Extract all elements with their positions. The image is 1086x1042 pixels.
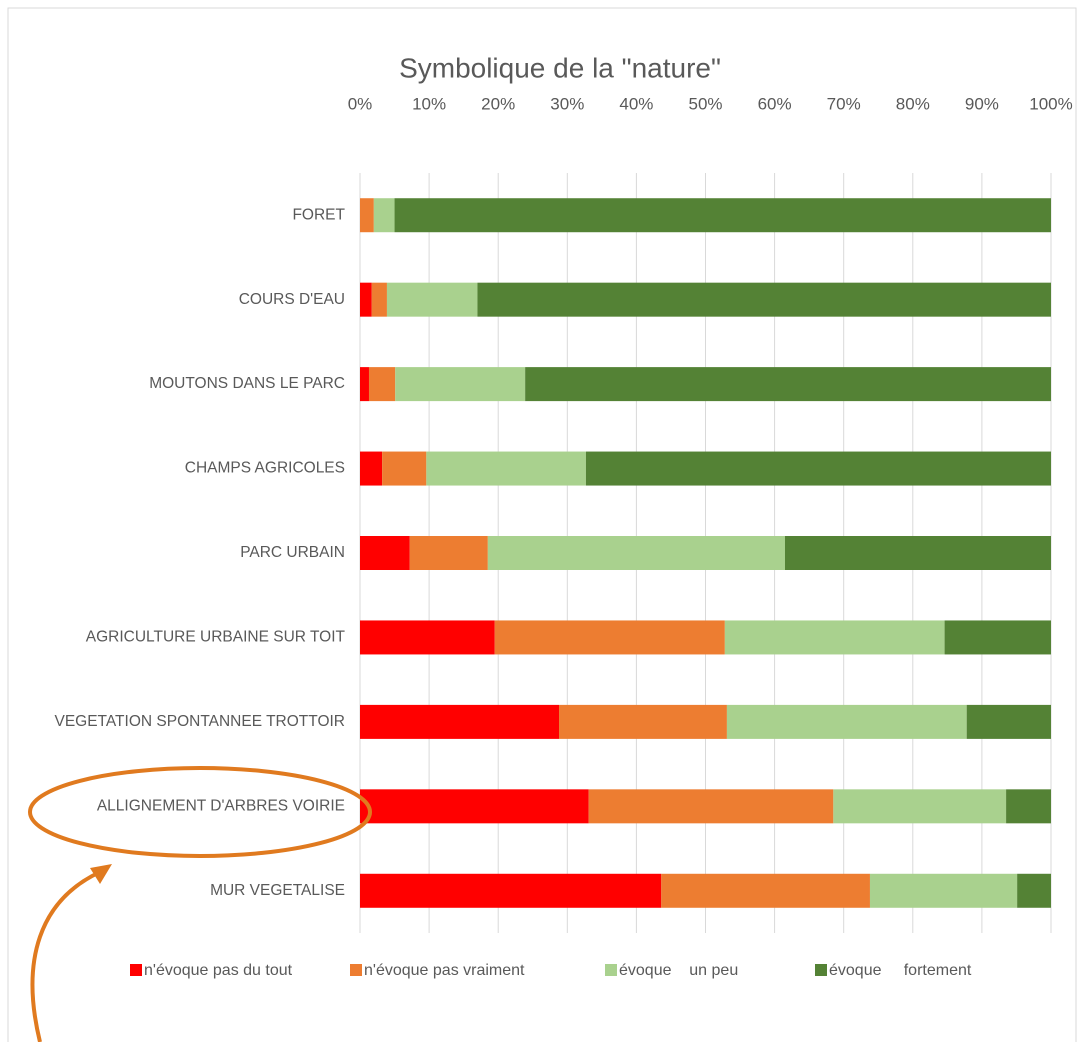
bar-segment — [661, 873, 870, 908]
bar-segment — [368, 367, 396, 402]
x-tick-label: 10% — [412, 94, 446, 113]
legend-swatch — [815, 964, 827, 976]
bar-segment — [395, 367, 526, 402]
legend-label: n'évoque pas du tout — [144, 962, 293, 979]
bar-segment — [382, 451, 427, 486]
bar-segment — [360, 873, 662, 908]
legend-swatch — [605, 964, 617, 976]
category-label: PARC URBAIN — [240, 544, 345, 561]
legend-swatch — [130, 964, 142, 976]
legend-label: évoque fortement — [829, 962, 972, 979]
x-tick-label: 50% — [688, 94, 722, 113]
x-tick-label: 80% — [896, 94, 930, 113]
x-tick-label: 100% — [1029, 94, 1072, 113]
bar-segment — [386, 282, 478, 317]
category-label: MOUTONS DANS LE PARC — [149, 375, 345, 392]
category-label: CHAMPS AGRICOLES — [185, 460, 345, 477]
legend-swatch — [350, 964, 362, 976]
x-tick-label: 0% — [348, 94, 373, 113]
x-tick-label: 60% — [758, 94, 792, 113]
x-tick-label: 30% — [550, 94, 584, 113]
chart-border — [7, 7, 1077, 1042]
x-tick-label: 40% — [619, 94, 653, 113]
bar-segment — [360, 198, 374, 233]
x-tick-label: 20% — [481, 94, 515, 113]
bar-segment — [833, 789, 1007, 824]
bar-segment — [585, 451, 1051, 486]
bar-segment — [360, 282, 372, 317]
highlight-ellipse — [28, 766, 372, 858]
bar-segment — [487, 536, 785, 570]
bar-segment — [360, 367, 369, 402]
category-label: AGRICULTURE URBAINE SUR TOIT — [86, 629, 346, 646]
bar-segment — [394, 198, 1051, 233]
category-label: ALLIGNEMENT D'ARBRES VOIRIE — [97, 797, 345, 814]
legend-label: évoque un peu — [619, 962, 738, 979]
category-label: COURS D'EAU — [239, 291, 345, 308]
bar-segment — [724, 620, 945, 655]
bar-segment — [360, 620, 495, 655]
chart-title: Symbolique de la "nature" — [399, 52, 721, 83]
legend-label: n'évoque pas vraiment — [364, 962, 525, 979]
arrow-head — [90, 864, 112, 884]
bar-segment — [726, 704, 967, 739]
bar-segment — [784, 536, 1051, 570]
bar-segment — [1017, 873, 1051, 908]
bar-segment — [525, 367, 1051, 402]
category-label: MUR VEGETALISE — [210, 882, 345, 899]
plot: 0% 10% 20% 30% 40% 50% 60% 70% 80% 90% 100% FORET CO… — [54, 94, 1072, 979]
bar-segment — [1006, 789, 1051, 824]
bar-segment — [944, 620, 1051, 655]
bar-segment — [409, 536, 488, 570]
bar-segment — [477, 282, 1052, 317]
category-label: VEGETATION SPONTANNEE TROTTOIR — [54, 713, 345, 730]
bar-segment — [360, 789, 589, 824]
bar-segment — [360, 704, 560, 739]
bar-segment — [869, 873, 1018, 908]
annotation-arrow — [30, 870, 101, 1042]
bar-segment — [360, 536, 410, 570]
bar-segment — [360, 451, 383, 486]
bar-segment — [494, 620, 725, 655]
bar-segment — [373, 198, 395, 233]
x-tick-label: 90% — [965, 94, 999, 113]
x-tick-label: 70% — [827, 94, 861, 113]
bar-segment — [371, 282, 387, 317]
bar-segment — [426, 451, 586, 486]
bar-segment — [559, 704, 727, 739]
category-label: FORET — [292, 206, 345, 223]
bar-segment — [966, 704, 1051, 739]
bar-segment — [588, 789, 834, 824]
